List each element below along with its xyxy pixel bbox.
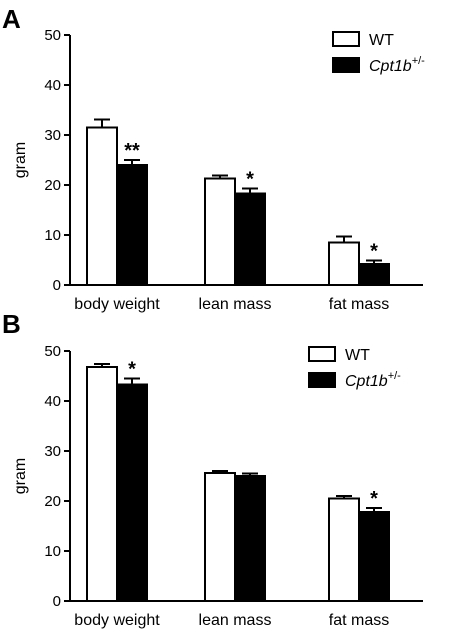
legend-series-name: WT bbox=[369, 32, 394, 49]
bar-cpt1b-body-weight bbox=[116, 383, 148, 602]
bar-cpt1b-lean-mass bbox=[234, 475, 266, 602]
legend: WT Cpt1b+/- bbox=[308, 346, 401, 390]
category-label: body weight bbox=[74, 296, 160, 313]
panel-label: B bbox=[2, 309, 21, 339]
bar-cpt1b-fat-mass bbox=[358, 263, 390, 286]
legend-label: WT bbox=[345, 347, 370, 364]
panel-a: A 0 10 20 30 40 50 gram ** body weight * lean mass *… bbox=[2, 4, 425, 313]
y-tick-label: 0 bbox=[53, 277, 61, 294]
bar-wt-lean-mass bbox=[204, 177, 236, 286]
y-axis-title: gram bbox=[12, 458, 29, 494]
y-tick-label: 20 bbox=[44, 493, 61, 510]
bar-wt-body-weight bbox=[86, 366, 118, 602]
y-tick-label: 50 bbox=[44, 343, 61, 360]
bar-wt-fat-mass bbox=[328, 241, 360, 286]
significance-marker: * bbox=[370, 241, 378, 263]
y-tick-label: 30 bbox=[44, 443, 61, 460]
legend-series-name: Cpt1b bbox=[345, 373, 388, 390]
significance-marker: * bbox=[370, 488, 378, 510]
legend: WT Cpt1b+/- bbox=[332, 31, 425, 75]
bar-cpt1b-fat-mass bbox=[358, 511, 390, 602]
y-tick-label: 30 bbox=[44, 127, 61, 144]
y-tick-label: 50 bbox=[44, 27, 61, 44]
bar-cpt1b-body-weight bbox=[116, 164, 148, 286]
bar-wt-lean-mass bbox=[204, 472, 236, 602]
legend-swatch bbox=[332, 57, 360, 73]
y-tick-label: 0 bbox=[53, 593, 61, 610]
y-tick-label: 20 bbox=[44, 177, 61, 194]
category-label: lean mass bbox=[199, 296, 272, 313]
legend-label: Cpt1b+/- bbox=[345, 370, 401, 390]
panel-label: A bbox=[2, 4, 21, 34]
legend-series-superscript: +/- bbox=[412, 55, 425, 67]
category-label: fat mass bbox=[329, 612, 389, 629]
legend-swatch bbox=[332, 31, 360, 47]
category-label: lean mass bbox=[199, 612, 272, 629]
legend-series-name: WT bbox=[345, 347, 370, 364]
category-label: fat mass bbox=[329, 296, 389, 313]
y-tick-label: 10 bbox=[44, 543, 61, 560]
legend-label: Cpt1b+/- bbox=[369, 55, 425, 75]
significance-marker: * bbox=[246, 169, 254, 191]
y-axis-title: gram bbox=[12, 142, 29, 178]
significance-marker: ** bbox=[124, 140, 140, 162]
legend-series-superscript: +/- bbox=[388, 370, 401, 382]
category-label: body weight bbox=[74, 612, 160, 629]
bar-wt-body-weight bbox=[86, 126, 118, 286]
bar-cpt1b-lean-mass bbox=[234, 192, 266, 286]
legend-swatch bbox=[308, 346, 336, 362]
legend-swatch bbox=[308, 372, 336, 388]
bar-wt-fat-mass bbox=[328, 497, 360, 602]
panel-b: B 0 10 20 30 40 50 gram * body weight lean mass * fa… bbox=[2, 309, 423, 629]
legend-series-name: Cpt1b bbox=[369, 58, 412, 75]
y-tick-label: 40 bbox=[44, 393, 61, 410]
y-tick-label: 40 bbox=[44, 77, 61, 94]
legend-label: WT bbox=[369, 32, 394, 49]
significance-marker: * bbox=[128, 359, 136, 381]
y-tick-label: 10 bbox=[44, 227, 61, 244]
